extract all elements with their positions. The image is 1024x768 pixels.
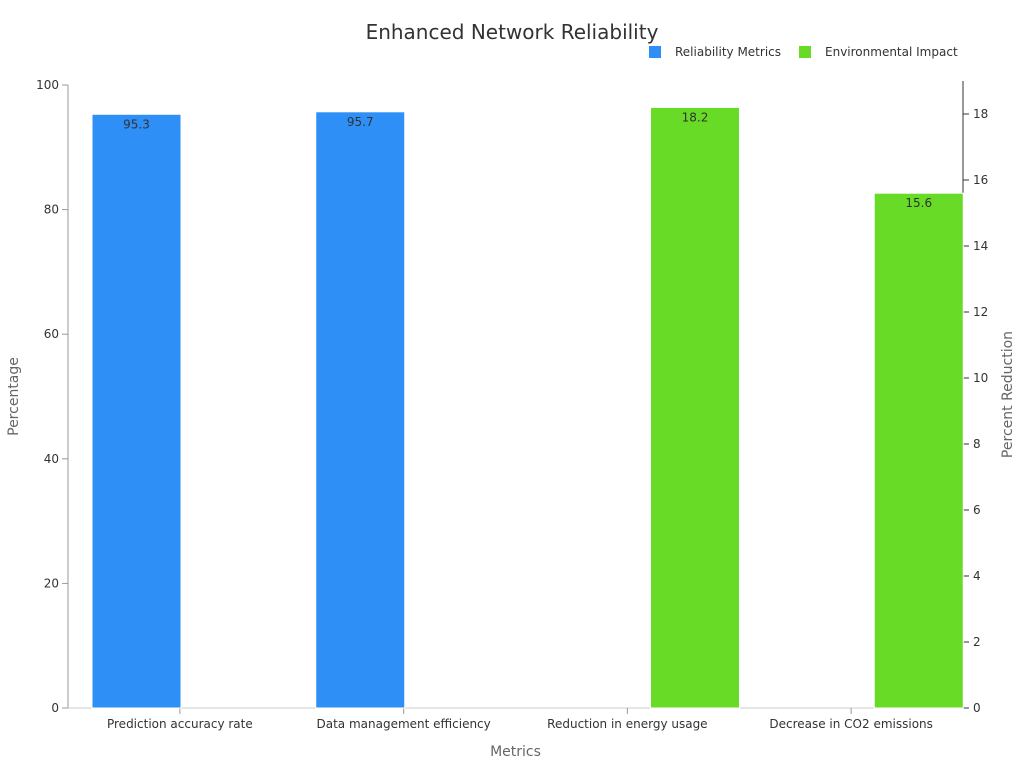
y-tick-label-right: 6 bbox=[973, 503, 981, 517]
bar bbox=[91, 113, 182, 709]
y-tick-label-left: 0 bbox=[51, 701, 59, 715]
y-tick-label-left: 80 bbox=[44, 203, 59, 217]
y-tick-label-right: 18 bbox=[973, 107, 988, 121]
data-label: 95.3 bbox=[123, 117, 150, 131]
y-tick-label-right: 14 bbox=[973, 239, 988, 253]
y-tick-label-right: 4 bbox=[973, 569, 981, 583]
y-tick-label-left: 100 bbox=[36, 78, 59, 92]
y-tick-label-right: 16 bbox=[973, 173, 988, 187]
y-tick-label-right: 10 bbox=[973, 371, 988, 385]
bar bbox=[315, 111, 406, 709]
x-axis-title: Metrics bbox=[490, 744, 541, 760]
data-label: 18.2 bbox=[682, 110, 709, 124]
legend-item-reliability[interactable]: Reliability Metrics bbox=[649, 45, 781, 59]
data-label: 15.6 bbox=[905, 196, 932, 210]
bar bbox=[873, 192, 964, 709]
legend-swatch-environmental bbox=[799, 46, 812, 58]
legend-swatch-reliability bbox=[649, 46, 661, 58]
y-tick-label-right: 12 bbox=[973, 305, 988, 319]
legend: Reliability Metrics Environmental Impact bbox=[649, 45, 976, 59]
x-tick-label: Prediction accuracy rate bbox=[107, 717, 253, 731]
y-tick-label-right: 0 bbox=[973, 701, 981, 715]
legend-label-environmental: Environmental Impact bbox=[825, 45, 958, 59]
legend-item-environmental[interactable]: Environmental Impact bbox=[799, 45, 958, 59]
data-label: 95.7 bbox=[347, 115, 374, 129]
bar bbox=[650, 106, 740, 709]
y-tick-label-right: 8 bbox=[973, 437, 981, 451]
x-tick-label: Decrease in CO2 emissions bbox=[769, 717, 933, 731]
y-tick-label-left: 20 bbox=[44, 576, 59, 590]
y-tick-label-left: 40 bbox=[44, 452, 59, 466]
y2-axis-title: Percent Reduction bbox=[1000, 331, 1016, 458]
x-tick-label: Data management efficiency bbox=[316, 717, 490, 731]
x-tick-label: Reduction in energy usage bbox=[547, 717, 707, 731]
y-tick-label-right: 2 bbox=[973, 635, 981, 649]
legend-label-reliability: Reliability Metrics bbox=[675, 45, 782, 59]
y-axis-title: Percentage bbox=[6, 357, 22, 436]
chart-title: Enhanced Network Reliability bbox=[365, 20, 659, 44]
y-tick-label-left: 60 bbox=[44, 327, 59, 341]
